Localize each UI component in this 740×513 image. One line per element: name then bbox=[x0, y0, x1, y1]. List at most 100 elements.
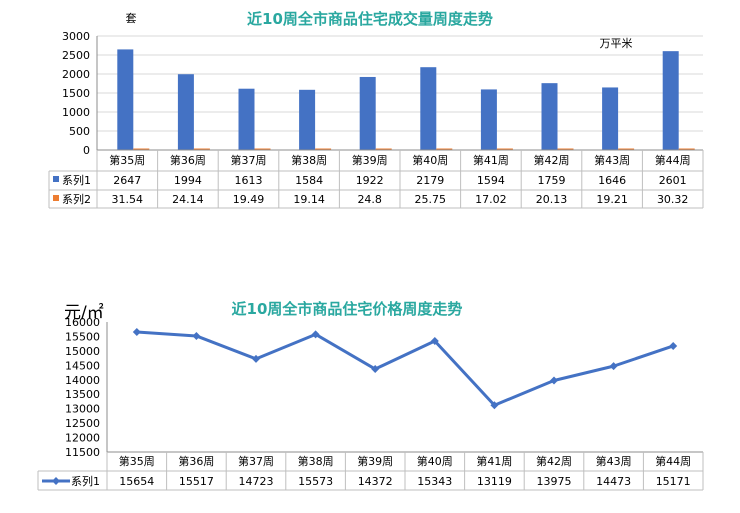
volume-x-tick-label: 第40周 bbox=[412, 153, 448, 167]
price-x-tick-label: 第44周 bbox=[655, 454, 691, 468]
price-ytick-label: 16000 bbox=[65, 316, 100, 329]
price-x-tick-label: 第41周 bbox=[476, 454, 512, 468]
volume-x-tick-label: 第38周 bbox=[291, 153, 327, 167]
price-point-marker bbox=[430, 336, 439, 345]
volume-bar-1 bbox=[299, 89, 316, 150]
volume-data-label: 30.32 bbox=[657, 193, 689, 206]
price-legend-key-marker bbox=[52, 477, 60, 485]
volume-data-label: 24.8 bbox=[357, 193, 382, 206]
volume-data-label: 2647 bbox=[113, 174, 141, 187]
volume-unit-right: 万平米 bbox=[600, 37, 633, 50]
price-data-label: 15517 bbox=[179, 475, 214, 488]
price-ytick-label: 13000 bbox=[65, 403, 100, 416]
volume-legend-label: 系列2 bbox=[62, 192, 91, 206]
price-point-marker bbox=[371, 365, 380, 374]
price-x-tick-label: 第43周 bbox=[596, 454, 632, 468]
volume-ytick-label: 1500 bbox=[62, 87, 90, 100]
volume-x-tick-label: 第42周 bbox=[534, 153, 570, 167]
volume-data-label: 20.13 bbox=[536, 193, 568, 206]
volume-x-tick-label: 第36周 bbox=[170, 153, 206, 167]
price-point-marker bbox=[311, 330, 320, 339]
volume-data-label: 2179 bbox=[416, 174, 444, 187]
volume-bar-2 bbox=[678, 148, 695, 150]
price-x-tick-label: 第40周 bbox=[417, 454, 453, 468]
volume-bar-2 bbox=[436, 148, 453, 150]
price-ytick-label: 14500 bbox=[65, 359, 100, 372]
price-x-tick-label: 第38周 bbox=[298, 454, 334, 468]
volume-bar-2 bbox=[254, 148, 271, 150]
volume-data-label: 1646 bbox=[598, 174, 626, 187]
price-point-marker bbox=[609, 362, 618, 371]
price-point-marker bbox=[669, 341, 678, 350]
volume-bar-1 bbox=[541, 83, 558, 150]
volume-x-tick-label: 第35周 bbox=[109, 153, 145, 167]
price-data-label: 14372 bbox=[358, 475, 393, 488]
volume-bar-1 bbox=[177, 74, 194, 150]
volume-data-label: 1922 bbox=[356, 174, 384, 187]
volume-data-label: 24.14 bbox=[172, 193, 204, 206]
volume-chart-title: 近10周全市商品住宅成交量周度走势 bbox=[247, 10, 493, 28]
volume-bar-2 bbox=[557, 148, 574, 150]
price-series-line bbox=[136, 330, 674, 407]
price-unit: 元/㎡ bbox=[64, 303, 104, 323]
price-ytick-label: 11500 bbox=[65, 446, 100, 459]
price-point-marker bbox=[550, 376, 558, 385]
price-point-marker bbox=[252, 354, 260, 363]
volume-x-tick-label: 第43周 bbox=[594, 153, 630, 167]
price-point-marker bbox=[490, 401, 499, 410]
volume-data-label: 2601 bbox=[659, 174, 687, 187]
volume-ytick-label: 1000 bbox=[62, 106, 90, 119]
volume-bar-2 bbox=[315, 148, 332, 150]
volume-data-label: 19.49 bbox=[233, 193, 265, 206]
price-x-tick-label: 第39周 bbox=[357, 454, 393, 468]
volume-data-label: 31.54 bbox=[112, 193, 144, 206]
price-data-label: 15171 bbox=[656, 475, 691, 488]
price-x-tick-label: 第37周 bbox=[238, 454, 274, 468]
volume-bar-2 bbox=[133, 148, 150, 150]
price-x-tick-label: 第42周 bbox=[536, 454, 572, 468]
volume-data-label: 17.02 bbox=[475, 193, 507, 206]
volume-ytick-label: 500 bbox=[69, 125, 90, 138]
volume-bar-1 bbox=[480, 89, 497, 150]
volume-data-label: 25.75 bbox=[415, 193, 447, 206]
volume-bar-1 bbox=[359, 76, 376, 150]
volume-x-tick-label: 第44周 bbox=[655, 153, 691, 167]
volume-bar-2 bbox=[496, 148, 513, 150]
price-data-label: 13119 bbox=[477, 475, 512, 488]
volume-x-tick-label: 第37周 bbox=[231, 153, 267, 167]
price-point-marker bbox=[132, 327, 141, 336]
price-point-marker bbox=[192, 331, 201, 340]
volume-bar-1 bbox=[662, 51, 679, 150]
volume-unit-left: 套 bbox=[126, 12, 137, 25]
volume-ytick-label: 0 bbox=[83, 144, 90, 157]
volume-bar-2 bbox=[193, 148, 210, 150]
volume-data-label: 1613 bbox=[235, 174, 263, 187]
price-data-label: 14723 bbox=[239, 475, 274, 488]
price-legend-label: 系列1 bbox=[71, 474, 100, 488]
price-x-tick-label: 第35周 bbox=[119, 454, 155, 468]
price-ytick-label: 13500 bbox=[65, 388, 100, 401]
volume-bar-2 bbox=[618, 148, 635, 150]
volume-data-label: 1594 bbox=[477, 174, 505, 187]
volume-ytick-label: 3000 bbox=[62, 30, 90, 43]
price-data-label: 15343 bbox=[417, 475, 452, 488]
volume-legend-key-1 bbox=[53, 176, 59, 182]
volume-data-label: 1584 bbox=[295, 174, 323, 187]
price-x-tick-label: 第36周 bbox=[178, 454, 214, 468]
volume-legend-label: 系列1 bbox=[62, 173, 91, 187]
volume-x-tick-label: 第41周 bbox=[473, 153, 509, 167]
volume-bar-1 bbox=[238, 88, 255, 150]
volume-data-label: 19.21 bbox=[596, 193, 628, 206]
volume-bar-1 bbox=[117, 49, 134, 150]
volume-data-label: 19.14 bbox=[293, 193, 325, 206]
volume-data-label: 1994 bbox=[174, 174, 202, 187]
price-ytick-label: 12000 bbox=[65, 432, 100, 445]
volume-data-label: 1759 bbox=[538, 174, 566, 187]
volume-ytick-label: 2500 bbox=[62, 49, 90, 62]
volume-bar-1 bbox=[420, 67, 437, 150]
volume-ytick-label: 2000 bbox=[62, 68, 90, 81]
price-data-label: 14473 bbox=[596, 475, 631, 488]
price-data-label: 13975 bbox=[537, 475, 572, 488]
volume-legend-key-2 bbox=[53, 195, 59, 201]
